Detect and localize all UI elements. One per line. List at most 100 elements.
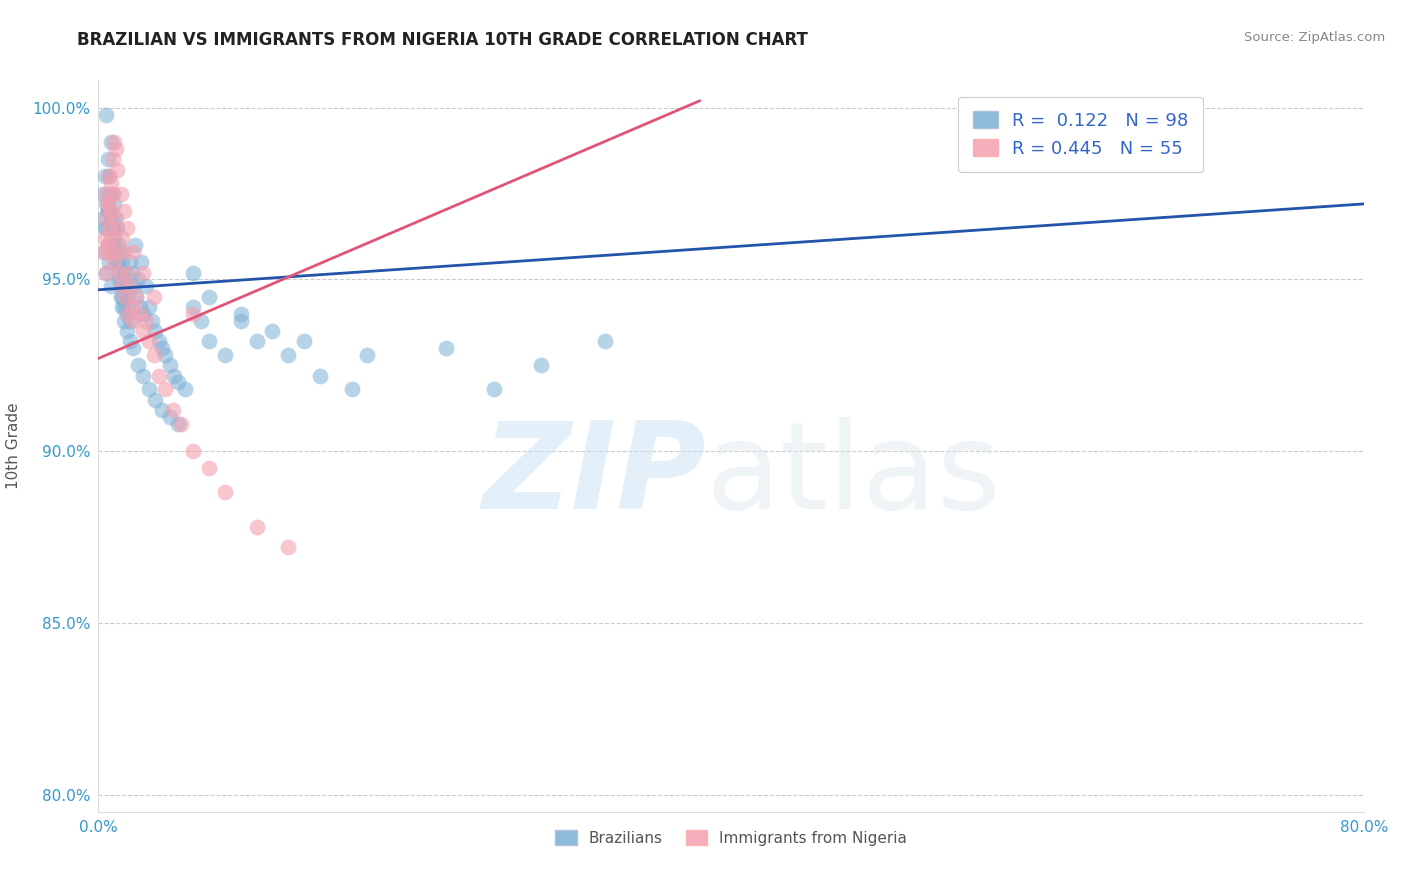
Point	[132, 368, 155, 383]
Point	[111, 231, 134, 245]
Point	[120, 334, 141, 349]
Point	[108, 238, 131, 252]
Point	[292, 334, 315, 349]
Point	[100, 203, 122, 218]
Point	[124, 238, 146, 252]
Point	[98, 244, 121, 259]
Point	[125, 290, 148, 304]
Point	[198, 290, 221, 304]
Point	[277, 348, 299, 362]
Point	[104, 244, 127, 259]
Point	[148, 368, 170, 383]
Point	[141, 313, 163, 327]
Point	[112, 244, 135, 259]
Point	[107, 221, 129, 235]
Point	[98, 221, 121, 235]
Point	[114, 290, 136, 304]
Point	[198, 334, 221, 349]
Point	[103, 231, 125, 245]
Point	[132, 307, 155, 321]
Point	[121, 266, 143, 280]
Point	[98, 186, 121, 201]
Point	[110, 186, 132, 201]
Point	[127, 272, 149, 286]
Point	[93, 231, 117, 245]
Point	[103, 211, 125, 225]
Point	[110, 290, 132, 304]
Legend: Brazilians, Immigrants from Nigeria: Brazilians, Immigrants from Nigeria	[548, 824, 914, 852]
Point	[108, 266, 131, 280]
Point	[101, 221, 124, 235]
Point	[150, 341, 173, 355]
Point	[277, 541, 299, 555]
Point	[103, 238, 125, 252]
Point	[101, 186, 124, 201]
Point	[96, 221, 118, 235]
Point	[96, 186, 118, 201]
Point	[214, 348, 236, 362]
Point	[100, 279, 122, 293]
Point	[101, 153, 124, 167]
Point	[159, 359, 181, 373]
Point	[101, 186, 124, 201]
Point	[107, 255, 129, 269]
Point	[107, 162, 129, 177]
Point	[117, 307, 139, 321]
Point	[436, 341, 458, 355]
Point	[132, 324, 155, 338]
Point	[103, 135, 125, 149]
Point	[110, 279, 132, 293]
Point	[104, 244, 127, 259]
Point	[96, 197, 118, 211]
Point	[100, 211, 122, 225]
Point	[229, 313, 252, 327]
Text: Source: ZipAtlas.com: Source: ZipAtlas.com	[1244, 31, 1385, 45]
Point	[98, 169, 121, 184]
Point	[120, 279, 141, 293]
Point	[125, 290, 148, 304]
Y-axis label: 10th Grade: 10th Grade	[6, 402, 21, 490]
Point	[107, 255, 129, 269]
Point	[97, 203, 120, 218]
Point	[108, 266, 131, 280]
Point	[135, 313, 157, 327]
Point	[122, 313, 145, 327]
Point	[148, 334, 170, 349]
Point	[100, 135, 122, 149]
Point	[153, 382, 176, 396]
Point	[166, 376, 188, 390]
Point	[97, 197, 120, 211]
Point	[98, 203, 121, 218]
Point	[98, 169, 121, 184]
Point	[112, 266, 135, 280]
Point	[132, 266, 155, 280]
Point	[97, 203, 120, 218]
Point	[122, 279, 145, 293]
Point	[97, 238, 120, 252]
Point	[97, 197, 120, 211]
Point	[97, 153, 120, 167]
Point	[121, 300, 143, 314]
Point	[169, 417, 191, 431]
Point	[183, 444, 205, 458]
Point	[103, 255, 125, 269]
Point	[115, 324, 138, 338]
Point	[111, 255, 134, 269]
Point	[309, 368, 332, 383]
Point	[117, 300, 139, 314]
Point	[593, 334, 616, 349]
Point	[111, 290, 134, 304]
Point	[138, 382, 160, 396]
Point	[104, 221, 127, 235]
Point	[246, 334, 269, 349]
Point	[145, 392, 166, 407]
Point	[96, 266, 118, 280]
Point	[127, 359, 149, 373]
Point	[104, 142, 127, 156]
Point	[159, 409, 181, 424]
Point	[129, 255, 152, 269]
Point	[246, 519, 269, 533]
Point	[96, 266, 118, 280]
Point	[111, 300, 134, 314]
Point	[138, 300, 160, 314]
